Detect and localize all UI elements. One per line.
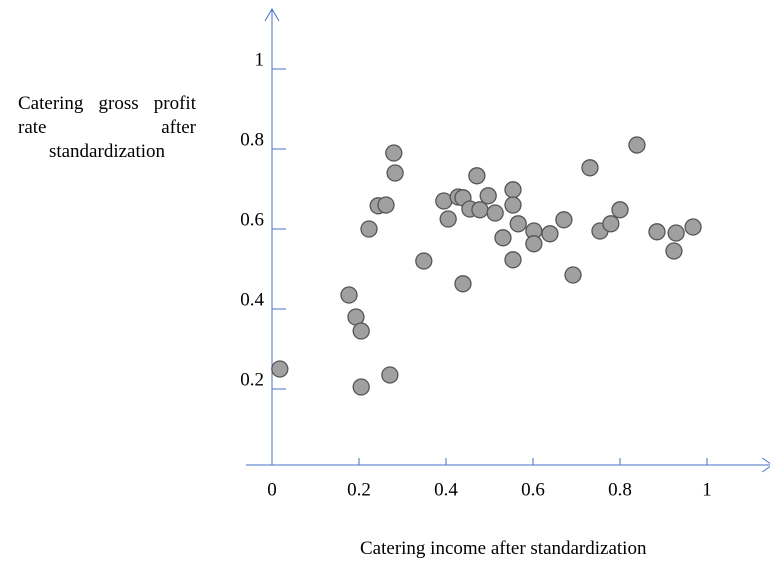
point bbox=[435, 192, 453, 210]
y-axis-arrow bbox=[264, 8, 280, 22]
point bbox=[628, 136, 646, 154]
point bbox=[509, 215, 527, 233]
point bbox=[504, 181, 522, 199]
point bbox=[541, 225, 559, 243]
point bbox=[468, 167, 486, 185]
point bbox=[377, 196, 395, 214]
point bbox=[665, 242, 683, 260]
point bbox=[504, 196, 522, 214]
point bbox=[602, 215, 620, 233]
point bbox=[667, 224, 685, 242]
y-axis-label: Catering gross profit rate after standar… bbox=[18, 93, 196, 162]
point bbox=[525, 235, 543, 253]
x-tick-label: 0 bbox=[267, 479, 277, 500]
point bbox=[684, 218, 702, 236]
point bbox=[471, 201, 489, 219]
x-tick-label: 1 bbox=[702, 479, 712, 500]
x-tick-label: 0.8 bbox=[608, 479, 632, 500]
point bbox=[479, 187, 497, 205]
point bbox=[611, 201, 629, 219]
x-tick-label: 0.6 bbox=[521, 479, 545, 500]
point bbox=[439, 210, 457, 228]
point bbox=[486, 204, 504, 222]
x-tick-label: 0.2 bbox=[347, 479, 371, 500]
point bbox=[648, 223, 666, 241]
y-tick-label: 0.2 bbox=[240, 369, 264, 390]
point bbox=[360, 220, 378, 238]
point bbox=[386, 164, 404, 182]
point bbox=[504, 251, 522, 269]
y-tick-label: 1 bbox=[255, 49, 265, 70]
point bbox=[555, 211, 573, 229]
point bbox=[581, 159, 599, 177]
x-tick-label: 0.4 bbox=[434, 479, 458, 500]
point bbox=[340, 286, 358, 304]
point bbox=[415, 252, 433, 270]
point bbox=[352, 378, 370, 396]
x-axis-arrow bbox=[761, 457, 770, 473]
point bbox=[564, 266, 582, 284]
point bbox=[271, 360, 289, 378]
y-tick-label: 0.8 bbox=[240, 129, 264, 150]
y-tick-label: 0.6 bbox=[240, 209, 264, 230]
point bbox=[494, 229, 512, 247]
point bbox=[352, 322, 370, 340]
point bbox=[454, 275, 472, 293]
point bbox=[381, 366, 399, 384]
x-axis-label: Catering income after standardization bbox=[360, 538, 647, 559]
y-tick-label: 0.4 bbox=[240, 289, 264, 310]
point bbox=[385, 144, 403, 162]
